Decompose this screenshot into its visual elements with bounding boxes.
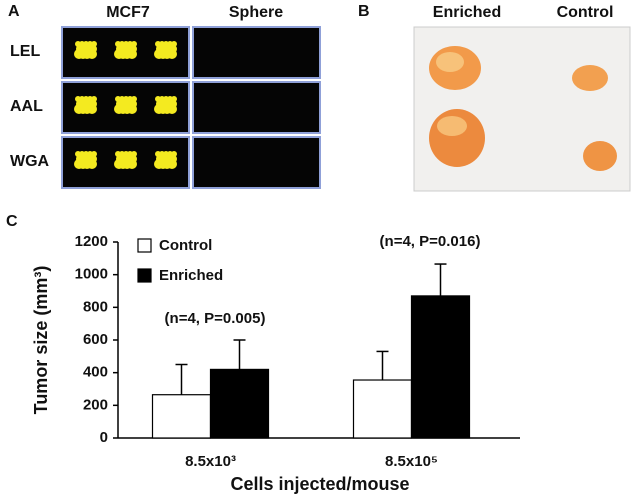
spot — [171, 96, 177, 102]
row-label: WGA — [10, 153, 50, 170]
x-tick-label: 8.5x10⁵ — [385, 453, 438, 470]
spot — [171, 41, 177, 47]
spot — [120, 45, 128, 53]
spot — [160, 155, 168, 163]
panel-label: A — [8, 3, 20, 20]
y-tick-label: 0 — [100, 429, 108, 446]
panel-label: C — [6, 213, 18, 230]
y-tick-label: 1200 — [75, 233, 108, 250]
legend-label: Enriched — [159, 267, 223, 284]
spot — [160, 45, 168, 53]
image-grid: LEL AAL WGA — [10, 26, 321, 189]
micrograph — [192, 81, 321, 134]
y-tick-label: 800 — [83, 298, 108, 315]
spot — [131, 96, 137, 102]
bar — [352, 379, 413, 439]
y-axis-title: Tumor size (mm³) — [31, 266, 51, 415]
bar — [410, 295, 471, 439]
tumor-photo — [413, 26, 631, 192]
spot — [91, 151, 97, 157]
spot — [131, 41, 137, 47]
y-tick-label: 1000 — [75, 266, 108, 283]
micrograph — [192, 26, 321, 79]
bar — [209, 368, 270, 439]
spot — [131, 151, 137, 157]
annotation: (n=4, P=0.016) — [380, 233, 481, 250]
spot — [160, 100, 168, 108]
legend-swatch — [137, 268, 152, 283]
bar — [151, 394, 212, 439]
spot — [80, 100, 88, 108]
y-tick-label: 200 — [83, 396, 108, 413]
y-tick-label: 400 — [83, 364, 108, 381]
x-tick-label: 8.5x10³ — [185, 453, 236, 470]
bar-chart: C 0 200 400 600 800 1000 1200 Tumor size (mm³) Ce… — [6, 213, 520, 494]
spot — [120, 100, 128, 108]
spot — [91, 41, 97, 47]
panel-label: B — [358, 3, 370, 20]
spot — [171, 151, 177, 157]
legend-swatch — [137, 238, 152, 253]
micrograph — [192, 136, 321, 189]
spot — [120, 155, 128, 163]
y-tick-label: 600 — [83, 331, 108, 348]
legend-label: Control — [159, 237, 212, 254]
column-label: Sphere — [229, 4, 283, 21]
spot — [80, 45, 88, 53]
spot — [80, 155, 88, 163]
row-label: AAL — [10, 98, 43, 115]
column-label: Control — [557, 4, 614, 21]
annotation: (n=4, P=0.005) — [165, 310, 266, 327]
column-label: Enriched — [433, 4, 501, 21]
row-label: LEL — [10, 43, 40, 60]
column-label: MCF7 — [106, 4, 150, 21]
spot — [91, 96, 97, 102]
x-axis-title: Cells injected/mouse — [230, 474, 409, 494]
